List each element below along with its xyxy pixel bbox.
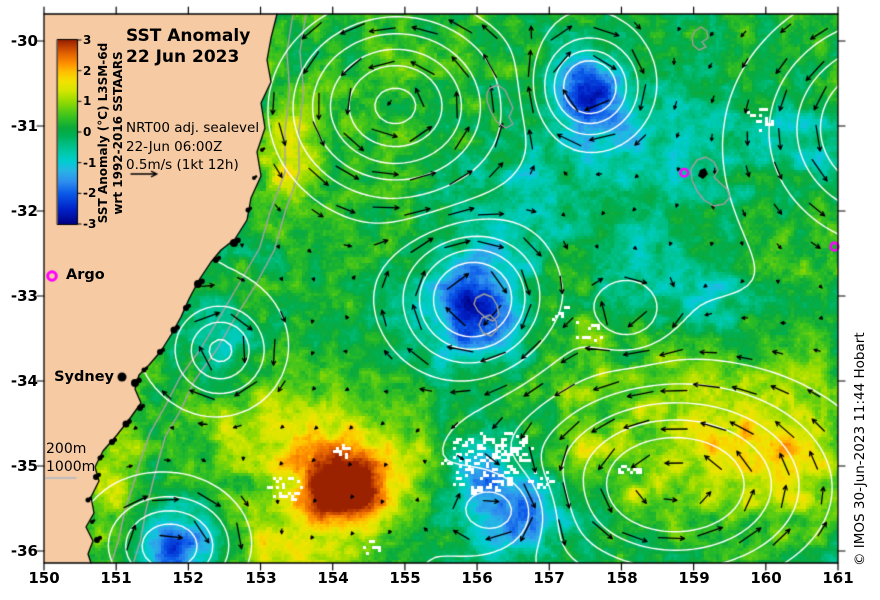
colorbar-tick-neg2: -2 (83, 186, 97, 200)
info-vector-scale: 0.5m/s (1kt 12h) (126, 157, 239, 173)
imos-credit: © IMOS 30-Jun-2023 11:44 Hobart (852, 332, 868, 566)
info-datetime: 22-Jun 06:00Z (126, 139, 223, 155)
x-tick-158: 158 (606, 569, 638, 587)
x-tick-154: 154 (317, 569, 349, 587)
x-tick-156: 156 (461, 569, 493, 587)
y-tick-35: -35 (10, 457, 38, 475)
colorbar-tick-1: 1 (83, 94, 92, 108)
depth-1000m-label: 1000m (46, 459, 96, 475)
x-tick-157: 157 (533, 569, 565, 587)
x-tick-150: 150 (28, 569, 60, 587)
colorbar-tick-neg1: -1 (83, 156, 97, 170)
info-product: NRT00 adj. sealevel (126, 120, 260, 136)
colorbar-tick-0: 0 (83, 125, 92, 139)
colorbar-tick-2: 2 (83, 64, 92, 78)
y-tick-33: -33 (10, 287, 38, 305)
x-tick-151: 151 (100, 569, 132, 587)
argo-legend-label: Argo (66, 267, 105, 283)
map-title-line1: SST Anomaly (126, 26, 251, 46)
colorbar-axis-label-line1: SST Anomaly (°C) L3SM-6d (96, 42, 110, 224)
x-tick-153: 153 (245, 569, 277, 587)
colorbar-axis-label-line2: wrt 1992-2016 SSTAARS (111, 51, 125, 215)
colorbar-axis-label: SST Anomaly (°C) L3SM-6d wrt 1992-2016 S… (96, 37, 126, 229)
y-tick-34: -34 (10, 372, 38, 390)
colorbar-tick-3: 3 (83, 33, 92, 47)
sydney-label: Sydney (54, 369, 114, 385)
x-tick-159: 159 (678, 569, 710, 587)
y-tick-36: -36 (10, 542, 38, 560)
map-title-line2: 22 Jun 2023 (126, 47, 240, 67)
y-tick-30: -30 (10, 32, 38, 50)
depth-200m-label: 200m (46, 441, 87, 457)
y-tick-32: -32 (10, 202, 38, 220)
x-tick-152: 152 (172, 569, 204, 587)
x-tick-161: 161 (822, 569, 854, 587)
x-tick-155: 155 (389, 569, 421, 587)
y-tick-31: -31 (10, 117, 38, 135)
x-tick-160: 160 (750, 569, 782, 587)
colorbar-tick-neg3: -3 (83, 217, 97, 231)
